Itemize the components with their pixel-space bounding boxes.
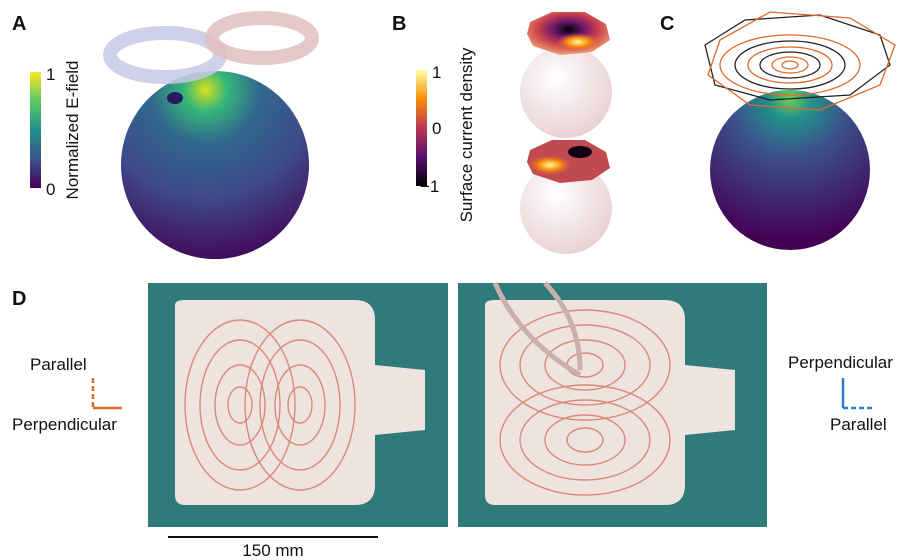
colorbar-tick: 1 — [432, 63, 441, 82]
colorbar-title: Surface current density — [457, 47, 476, 222]
sphere — [520, 46, 612, 138]
coil-windings — [705, 12, 895, 110]
panel-label: B — [392, 13, 406, 35]
coil-ring — [110, 33, 220, 77]
figure: A 1 0 Normalized E-field B 1 0 −1 Surfac… — [0, 0, 919, 560]
panel-label: C — [660, 13, 674, 35]
scale-bar-label: 150 mm — [242, 541, 303, 560]
panel-label: D — [12, 288, 26, 310]
hotspot — [167, 92, 183, 104]
colorbar — [30, 72, 41, 188]
legend-label: Perpendicular — [12, 415, 117, 434]
colorbar-title: Normalized E-field — [63, 61, 82, 200]
hotspot — [528, 155, 572, 175]
legend-label: Parallel — [30, 355, 87, 374]
panel-label: A — [12, 13, 26, 35]
hotspot — [556, 33, 600, 51]
sphere — [121, 71, 309, 259]
legend-label: Perpendicular — [788, 353, 893, 372]
coil-ring — [212, 18, 312, 58]
colorbar-tick: 0 — [432, 119, 441, 138]
legend-label: Parallel — [830, 415, 887, 434]
colorbar-tick: 1 — [46, 65, 55, 84]
colorbar-tick: 0 — [46, 180, 55, 199]
colorbar-tick: −1 — [420, 177, 439, 196]
colorbar — [416, 70, 427, 186]
sphere — [710, 90, 870, 250]
hotspot — [568, 146, 592, 158]
